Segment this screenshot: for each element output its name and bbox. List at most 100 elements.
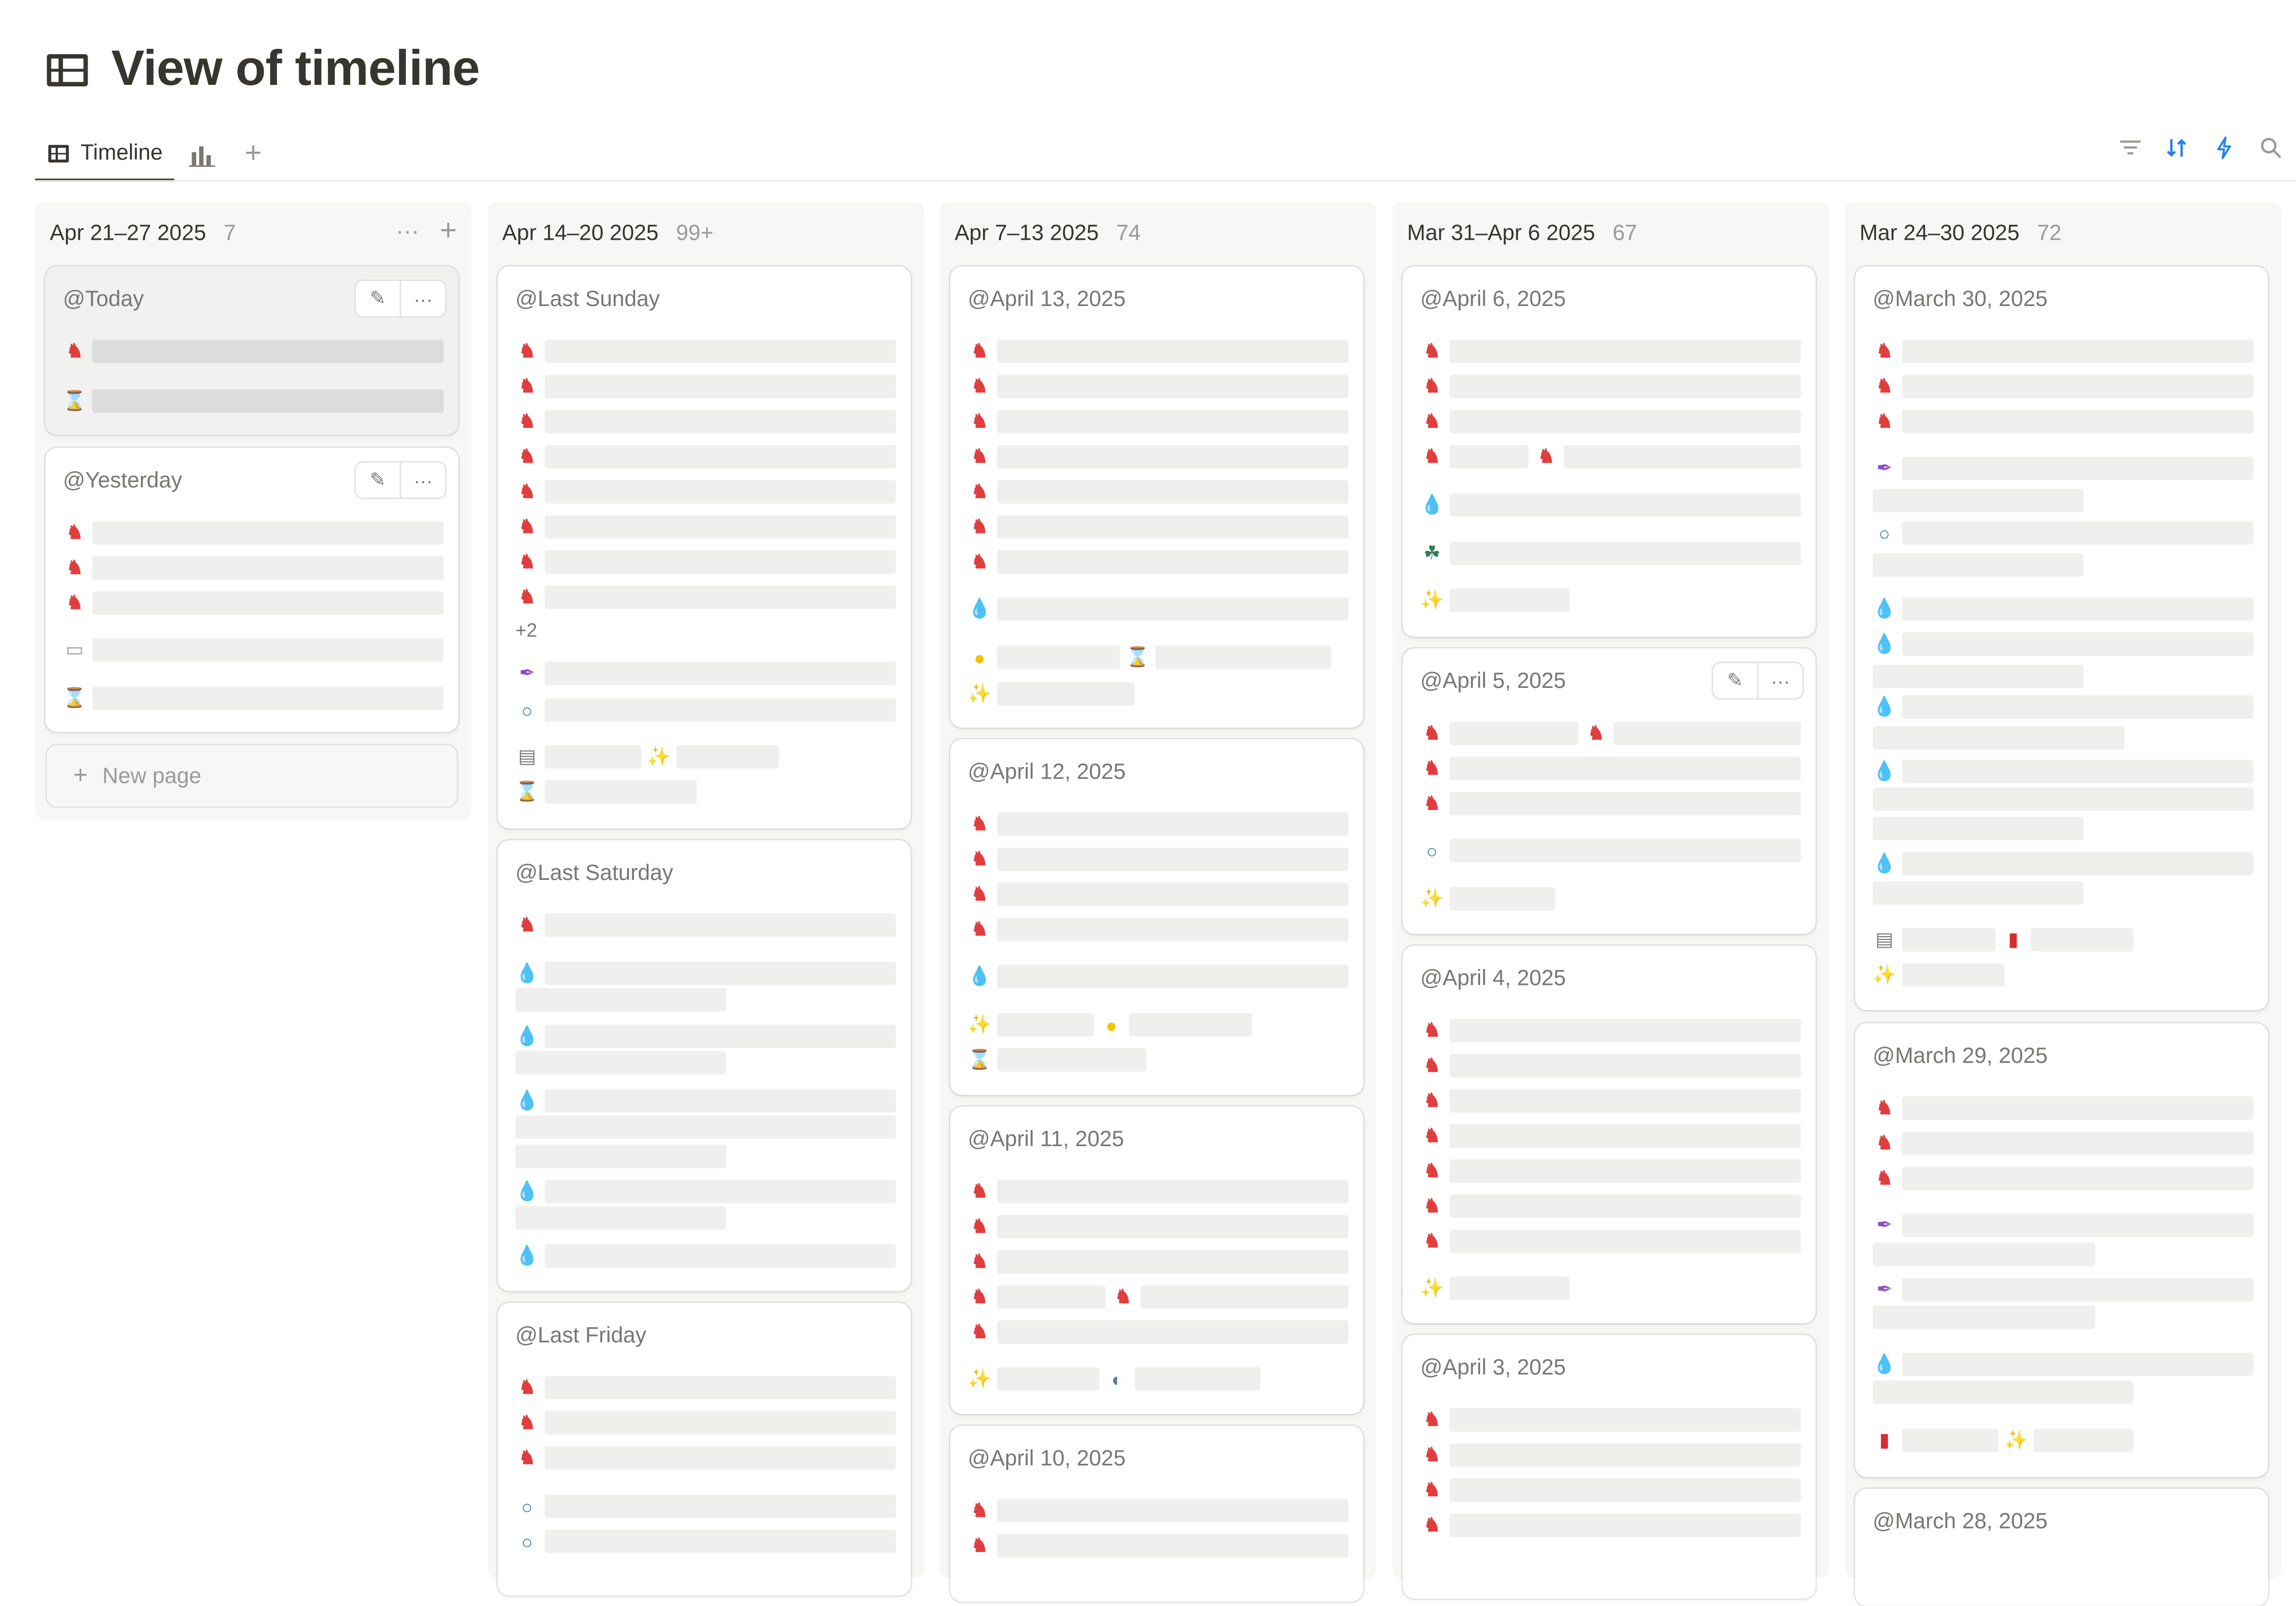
filter-icon[interactable]: [2117, 132, 2144, 164]
more-icon[interactable]: ···: [396, 220, 420, 245]
chess-knight-icon: ♞: [1423, 1159, 1441, 1182]
redacted-text-bar: [1449, 409, 1801, 433]
timeline-card[interactable]: @April 4, 2025 ♞ ♞ ♞ ♞ ♞ ♞ ♞ ✨: [1403, 945, 1816, 1324]
lightning-icon[interactable]: [2211, 132, 2238, 164]
more-icon[interactable]: ···: [1757, 663, 1803, 699]
timeline-card[interactable]: @April 10, 2025 ♞ ♞: [950, 1426, 1363, 1602]
chess-knight-icon: ♞: [971, 918, 988, 940]
chess-knight-icon: ♞: [971, 409, 988, 432]
redacted-text-bar: [92, 389, 444, 413]
list-item: ○: [1873, 521, 2254, 545]
timeline-card[interactable]: @Last Saturday ♞ 💧 💧 💧 💧 💧: [498, 840, 911, 1291]
list-item: ○: [1420, 839, 1801, 862]
redacted-text-bar: [676, 745, 779, 769]
sparkles-icon: ✨: [968, 682, 992, 704]
list-item: [1873, 817, 2084, 841]
timeline-card[interactable]: @Yesterday ✎ ··· ♞ ♞ ♞ ▭ ⌛: [45, 448, 458, 732]
more-count[interactable]: +2: [515, 619, 537, 641]
tab-chart[interactable]: [175, 127, 230, 181]
list-item: ♞: [516, 550, 897, 574]
new-page-button[interactable]: + New page: [45, 744, 458, 808]
chess-knight-icon: ♞: [971, 1180, 988, 1202]
list-item: ♞: [1420, 756, 1801, 781]
redacted-text-bar: [1902, 521, 2254, 545]
chess-knight-icon: ♞: [971, 1534, 988, 1556]
redacted-text-bar: [997, 1320, 1349, 1344]
list-item: ✨: [1420, 588, 1801, 612]
redacted-text-bar: [997, 374, 1349, 398]
list-item: [1873, 1305, 2095, 1330]
timeline-card[interactable]: @Today ✎ ··· ♞ ⌛: [45, 266, 458, 435]
sort-icon[interactable]: [2164, 132, 2190, 164]
list-item: [1873, 665, 2084, 688]
redacted-text-bar: [997, 1180, 1349, 1203]
redacted-text-bar: [997, 1013, 1094, 1037]
chess-knight-icon: ♞: [518, 515, 536, 537]
list-item: ♞: [968, 883, 1349, 906]
timeline-card[interactable]: @March 28, 2025: [1855, 1488, 2268, 1606]
timeline-card[interactable]: @April 5, 2025 ✎ ··· ♞ ♞ ♞ ♞ ○ ✨: [1403, 648, 1816, 934]
list-item: ♞: [1420, 339, 1801, 363]
list-item: ♞: [63, 339, 444, 363]
sun-icon: ●: [973, 646, 986, 668]
page-title: View of timeline: [111, 41, 480, 97]
column-apr-21-27: Apr 21–27 2025 7 ··· + @Today ✎ ··· ♞ ⌛ …: [35, 202, 472, 820]
chess-knight-icon: ♞: [1423, 1478, 1441, 1500]
redacted-text-bar: [1449, 756, 1801, 781]
redacted-text-bar: [544, 1446, 897, 1470]
list-item: ✨: [1420, 1276, 1801, 1300]
plus-icon[interactable]: +: [439, 215, 457, 248]
redacted-text-bar: [1449, 1229, 1801, 1253]
list-item: 💧: [515, 1089, 897, 1113]
redacted-text-bar: [1449, 1478, 1801, 1502]
list-item: ♞: [1420, 1124, 1801, 1148]
redacted-text-bar: [1902, 1352, 2254, 1376]
timeline-card[interactable]: @March 30, 2025 ♞ ♞ ♞ ✒ ○ 💧 💧 💧 💧 💧 ▤ ▮ ✨: [1855, 266, 2268, 1010]
redacted-text-bar: [544, 1025, 897, 1049]
card-title: @Yesterday: [63, 468, 182, 494]
list-item: 💧: [1873, 1352, 2254, 1376]
list-item: ♞: [1873, 409, 2254, 433]
redacted-text-bar: [544, 480, 897, 504]
list-item: [1873, 726, 2125, 750]
column-label: Mar 31–Apr 6 2025: [1407, 220, 1595, 246]
edit-icon[interactable]: ✎: [370, 286, 386, 309]
timeline-card[interactable]: @April 3, 2025 ♞ ♞ ♞ ♞: [1403, 1335, 1816, 1599]
tab-timeline[interactable]: Timeline: [35, 127, 175, 182]
search-icon[interactable]: [2258, 132, 2284, 164]
list-item: ✒: [1873, 1278, 2254, 1302]
chess-knight-icon: ♞: [1876, 1096, 1893, 1119]
drop-icon: 💧: [968, 597, 992, 619]
timeline-card[interactable]: @Last Sunday ♞ ♞ ♞ ♞ ♞ ♞ ♞ ♞ +2 ✒ ○ ▤ ✨ ⌛: [498, 266, 911, 829]
chess-knight-icon: ♞: [1423, 1194, 1441, 1217]
redacted-text-bar: [997, 1499, 1349, 1523]
timeline-card[interactable]: @April 12, 2025 ♞ ♞ ♞ ♞ 💧 ✨ ● ⌛: [950, 739, 1363, 1095]
list-item: ✨: [1873, 963, 2254, 987]
list-item: ✒: [1873, 457, 2254, 481]
list-item: ♞: [968, 515, 1349, 539]
chess-knight-icon: ♞: [1423, 1443, 1441, 1465]
timeline-card[interactable]: @April 13, 2025 ♞ ♞ ♞ ♞ ♞ ♞ ♞ 💧 ● ⌛ ✨: [950, 266, 1363, 728]
sun-icon: ●: [1105, 1014, 1117, 1036]
redacted-text-bar: [1449, 445, 1529, 469]
edit-icon[interactable]: ✎: [1727, 669, 1743, 691]
redacted-text-bar: [544, 445, 897, 469]
timeline-card[interactable]: @April 6, 2025 ♞ ♞ ♞ ♞ ♞ 💧 ☘ ✨: [1403, 266, 1816, 637]
list-item: ♞: [516, 374, 897, 398]
list-item: ♞: [1420, 1408, 1801, 1432]
redacted-text-bar: [997, 480, 1349, 504]
clover-icon: ☘: [1423, 542, 1441, 564]
redacted-text-bar: [544, 745, 641, 769]
card-title: @April 11, 2025: [968, 1127, 1124, 1153]
timeline-card[interactable]: @March 29, 2025 ♞ ♞ ♞ ✒ ✒ 💧 ▮ ✨: [1855, 1023, 2268, 1477]
list-item: [1873, 488, 2084, 512]
add-view-button[interactable]: +: [230, 127, 276, 181]
edit-icon[interactable]: ✎: [370, 468, 386, 491]
more-icon[interactable]: ···: [399, 462, 445, 498]
more-icon[interactable]: ···: [399, 281, 445, 317]
chess-knight-icon: ♞: [1423, 339, 1441, 362]
card-title: @April 5, 2025: [1420, 669, 1566, 694]
timeline-card[interactable]: @April 11, 2025 ♞ ♞ ♞ ♞ ♞ ♞ ✨ ◐: [950, 1106, 1363, 1415]
list-item: ○: [516, 698, 897, 722]
timeline-card[interactable]: @Last Friday ♞ ♞ ♞ ○ ○: [498, 1303, 911, 1596]
